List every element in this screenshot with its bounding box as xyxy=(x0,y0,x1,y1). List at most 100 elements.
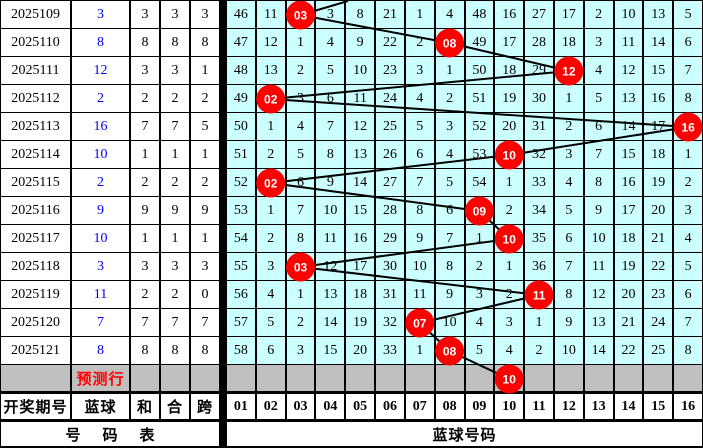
blue-ball-value: 3 xyxy=(71,253,130,281)
miss-cell: 48 xyxy=(464,1,495,29)
header-footer-separator xyxy=(0,419,703,422)
vertical-divider xyxy=(219,1,226,448)
miss-cell: 1 xyxy=(285,29,316,57)
miss-cell: 48 xyxy=(226,57,256,85)
stat-cell: 8 xyxy=(190,337,220,365)
miss-cell xyxy=(255,85,286,113)
ball-number-header: 06 xyxy=(375,393,405,421)
stat-cell: 7 xyxy=(130,113,160,141)
miss-cell: 10 xyxy=(583,225,614,253)
stat-cell: 9 xyxy=(160,197,190,225)
miss-cell: 8 xyxy=(345,1,376,29)
miss-cell: 8 xyxy=(673,85,703,113)
ball-number-header: 07 xyxy=(404,393,435,421)
period-cell: 2025114 xyxy=(0,141,71,169)
miss-cell: 10 xyxy=(345,57,376,85)
miss-cell: 21 xyxy=(375,1,405,29)
miss-cell: 4 xyxy=(285,113,316,141)
blue-ball-value: 8 xyxy=(71,29,130,57)
miss-cell: 6 xyxy=(583,113,614,141)
miss-cell: 31 xyxy=(524,113,554,141)
miss-cell: 11 xyxy=(315,225,346,253)
miss-cell: 29 xyxy=(375,225,405,253)
miss-cell: 13 xyxy=(613,85,644,113)
miss-cell: 3 xyxy=(553,141,584,169)
miss-cell: 18 xyxy=(553,29,584,57)
miss-cell: 9 xyxy=(345,29,376,57)
prediction-grid-cell xyxy=(226,365,256,393)
miss-cell: 14 xyxy=(613,113,644,141)
miss-cell: 29 xyxy=(524,57,554,85)
miss-cell: 8 xyxy=(404,197,435,225)
miss-cell: 36 xyxy=(524,253,554,281)
period-cell: 2025118 xyxy=(0,253,71,281)
prediction-grid-cell xyxy=(494,365,525,393)
miss-cell: 16 xyxy=(345,225,376,253)
miss-cell: 14 xyxy=(315,309,346,337)
miss-cell: 5 xyxy=(315,57,346,85)
stat-cell: 1 xyxy=(190,225,220,253)
stat-cell: 3 xyxy=(160,1,190,29)
prediction-period-cell xyxy=(0,365,71,393)
miss-cell: 21 xyxy=(613,309,644,337)
stat-cell: 1 xyxy=(130,225,160,253)
miss-cell: 51 xyxy=(464,85,495,113)
blue-ball-value: 10 xyxy=(71,225,130,253)
stat-cell: 7 xyxy=(130,309,160,337)
miss-cell: 19 xyxy=(643,169,674,197)
miss-cell xyxy=(434,337,465,365)
stat-cell: 3 xyxy=(130,1,160,29)
stat-cell: 3 xyxy=(160,253,190,281)
miss-cell: 19 xyxy=(345,309,376,337)
stat-cell: 8 xyxy=(190,29,220,57)
miss-cell: 3 xyxy=(404,57,435,85)
miss-cell: 7 xyxy=(285,197,316,225)
miss-cell: 5 xyxy=(553,197,584,225)
miss-cell: 35 xyxy=(524,225,554,253)
miss-cell: 54 xyxy=(226,225,256,253)
stat-cell: 8 xyxy=(160,29,190,57)
stat-cell: 9 xyxy=(130,197,160,225)
miss-cell: 25 xyxy=(375,113,405,141)
stat-cell: 2 xyxy=(130,169,160,197)
miss-cell: 7 xyxy=(315,113,346,141)
stat-cell: 2 xyxy=(160,169,190,197)
miss-cell: 2 xyxy=(434,85,465,113)
period-cell: 2025115 xyxy=(0,169,71,197)
miss-cell: 6 xyxy=(404,141,435,169)
stat-cell: 1 xyxy=(160,225,190,253)
miss-cell: 2 xyxy=(524,337,554,365)
miss-cell: 18 xyxy=(345,281,376,309)
stat-cell: 2 xyxy=(160,281,190,309)
miss-cell xyxy=(285,1,316,29)
period-cell: 2025112 xyxy=(0,85,71,113)
ball-number-header: 08 xyxy=(434,393,465,421)
miss-cell: 5 xyxy=(434,169,465,197)
miss-cell: 26 xyxy=(375,141,405,169)
stat-cell: 1 xyxy=(160,141,190,169)
miss-cell: 20 xyxy=(345,337,376,365)
miss-cell: 24 xyxy=(643,309,674,337)
prediction-grid-cell xyxy=(583,365,614,393)
miss-cell: 3 xyxy=(255,253,286,281)
miss-cell: 7 xyxy=(434,225,465,253)
miss-cell: 50 xyxy=(464,57,495,85)
miss-cell: 57 xyxy=(226,309,256,337)
stat-cell: 3 xyxy=(190,253,220,281)
miss-cell: 14 xyxy=(643,29,674,57)
miss-cell: 14 xyxy=(583,337,614,365)
miss-cell: 9 xyxy=(315,169,346,197)
blue-ball-value: 3 xyxy=(71,1,130,29)
column-header-1: 蓝球 xyxy=(71,393,130,421)
miss-cell: 32 xyxy=(375,309,405,337)
miss-cell: 6 xyxy=(285,169,316,197)
miss-cell: 24 xyxy=(375,85,405,113)
prediction-header-separator xyxy=(0,391,703,394)
miss-cell: 4 xyxy=(553,169,584,197)
miss-cell: 10 xyxy=(553,337,584,365)
miss-cell: 7 xyxy=(404,169,435,197)
grid-footer: 蓝球号码 xyxy=(226,421,703,448)
miss-cell: 4 xyxy=(583,57,614,85)
stat-cell: 3 xyxy=(130,57,160,85)
